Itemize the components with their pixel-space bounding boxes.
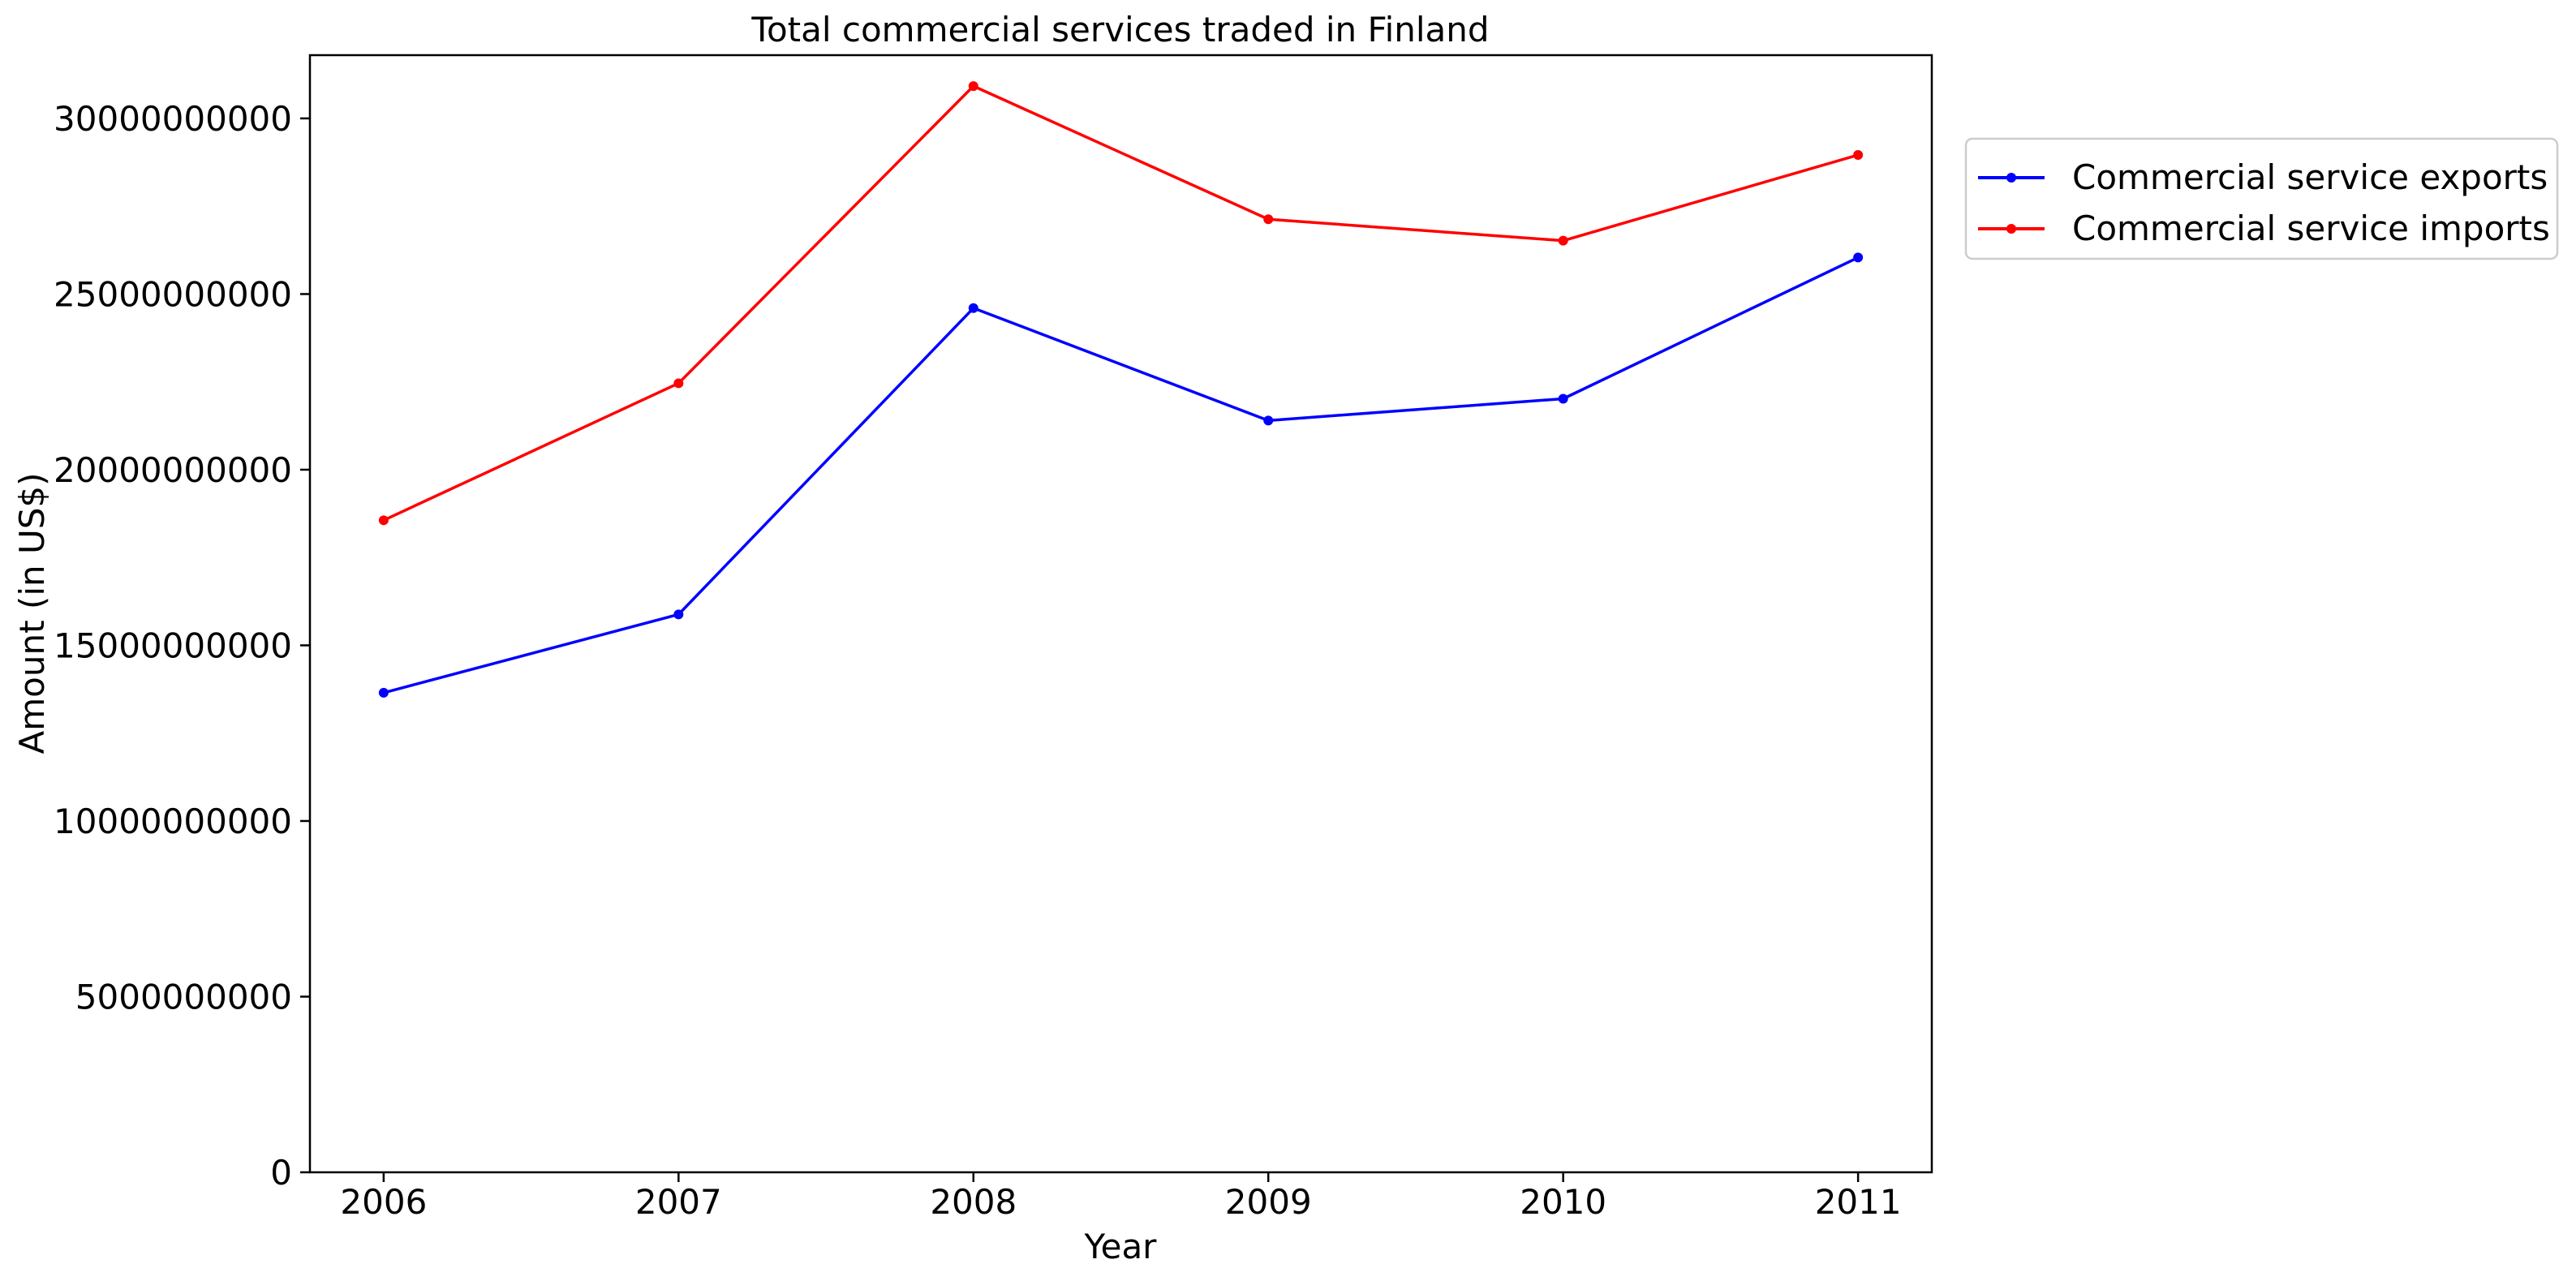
- y-tick-label: 10000000000: [54, 802, 292, 841]
- y-tick-label: 0: [270, 1153, 292, 1193]
- data-point-commercial-service-exports: [968, 303, 978, 313]
- data-point-commercial-service-imports: [1263, 214, 1274, 225]
- x-axis-ticks: 2006 2007 2008 2009 2010 2011: [340, 1172, 1902, 1222]
- x-tick-label: 2007: [635, 1182, 722, 1222]
- data-point-commercial-service-imports: [1558, 235, 1568, 246]
- series-line-commercial-service-exports: [383, 256, 1859, 694]
- data-point-commercial-service-imports: [1853, 149, 1864, 160]
- x-tick-label: 2011: [1815, 1182, 1902, 1222]
- y-tick-label: 5000000000: [75, 977, 292, 1017]
- y-axis-ticks: 0 5000000000 10000000000 15000000000 2000000…: [54, 99, 310, 1193]
- x-tick-label: 2010: [1520, 1182, 1606, 1222]
- y-tick-label: 20000000000: [54, 450, 292, 490]
- chart-title: Total commercial services traded in Finl…: [750, 10, 1489, 49]
- x-tick-label: 2006: [340, 1182, 427, 1222]
- data-point-commercial-service-imports: [378, 515, 389, 526]
- y-tick-label: 25000000000: [54, 274, 292, 314]
- x-axis-label: Year: [1084, 1227, 1158, 1266]
- series-lines: [378, 81, 1864, 698]
- y-tick-label: 30000000000: [54, 99, 292, 139]
- legend-label-exports: Commercial service exports: [2072, 157, 2548, 197]
- data-point-commercial-service-exports: [1263, 415, 1274, 426]
- x-tick-label: 2009: [1225, 1182, 1312, 1222]
- y-axis-label: Amount (in US$): [12, 473, 52, 754]
- series-line-commercial-service-imports: [383, 84, 1859, 522]
- legend-marker-exports: [2006, 173, 2016, 183]
- data-point-commercial-service-imports: [968, 81, 978, 92]
- data-point-commercial-service-exports: [378, 687, 389, 698]
- data-point-commercial-service-exports: [673, 609, 684, 620]
- legend-label-imports: Commercial service imports: [2072, 208, 2550, 248]
- axes-frame: [308, 54, 1933, 1174]
- legend-frame: [1964, 137, 2559, 260]
- legend-marker-imports: [2006, 224, 2016, 234]
- data-point-commercial-service-imports: [673, 378, 684, 389]
- x-tick-label: 2008: [930, 1182, 1017, 1222]
- data-point-commercial-service-exports: [1853, 252, 1864, 263]
- data-point-commercial-service-exports: [1558, 393, 1568, 404]
- legend: Commercial service exports Commercial se…: [1964, 137, 2559, 260]
- plot-area: 0 5000000000 10000000000 15000000000 2000000…: [54, 54, 1933, 1222]
- y-tick-label: 15000000000: [54, 625, 292, 665]
